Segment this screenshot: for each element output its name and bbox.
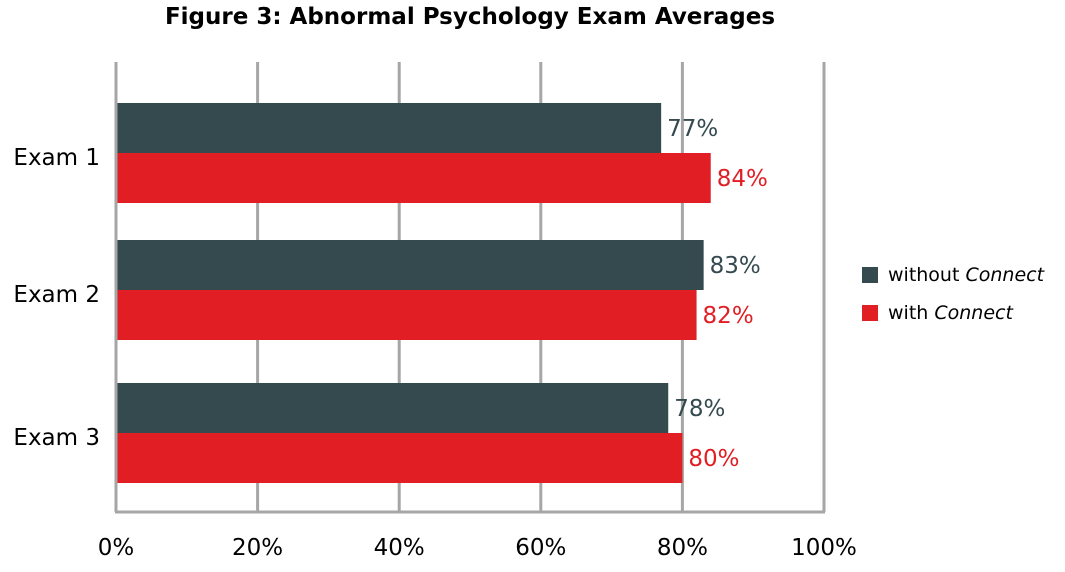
bar-exam-3-with-connect — [116, 433, 683, 483]
data-labels: 77% 84% 83% 82% 78% 80% — [667, 116, 768, 472]
bar-exam-1-without-connect — [116, 103, 662, 153]
category-label-exam-3: Exam 3 — [13, 425, 100, 451]
x-tick-label-20: 20% — [232, 535, 283, 561]
x-tick-label-0: 0% — [98, 535, 135, 561]
x-tick-label-40: 40% — [374, 535, 425, 561]
legend-label-with-connect: with Connect — [888, 302, 1013, 324]
data-label-exam-2-without-connect: 83% — [710, 253, 761, 279]
bar-exam-1-with-connect — [116, 153, 711, 203]
x-tick-label-100: 100% — [791, 535, 857, 561]
bars — [116, 103, 711, 483]
category-label-exam-1: Exam 1 — [13, 145, 100, 171]
legend: without Connect with Connect — [862, 256, 1044, 332]
bar-exam-3-without-connect — [116, 383, 669, 433]
data-label-exam-2-with-connect: 82% — [703, 303, 754, 329]
x-tick-label-60: 60% — [515, 535, 566, 561]
bar-exam-2-with-connect — [116, 290, 697, 340]
data-label-exam-1-with-connect: 84% — [717, 166, 768, 192]
legend-swatch-without-connect — [862, 267, 878, 283]
legend-label-without-connect: without Connect — [888, 264, 1045, 286]
data-label-exam-1-without-connect: 77% — [667, 116, 718, 142]
bar-exam-2-without-connect — [116, 240, 704, 290]
x-tick-label-80: 80% — [657, 535, 708, 561]
category-label-exam-2: Exam 2 — [13, 282, 100, 308]
chart-title: Figure 3: Abnormal Psychology Exam Avera… — [164, 4, 776, 30]
legend-item-without-connect: without Connect — [862, 256, 1044, 294]
legend-item-with-connect: with Connect — [862, 294, 1044, 332]
data-label-exam-3-without-connect: 78% — [674, 396, 725, 422]
legend-swatch-with-connect — [862, 305, 878, 321]
axes: 0% 20% 40% 60% 80% 100% Exam 1 Exam 2 Exam 3 — [13, 62, 857, 561]
data-label-exam-3-with-connect: 80% — [688, 446, 739, 472]
